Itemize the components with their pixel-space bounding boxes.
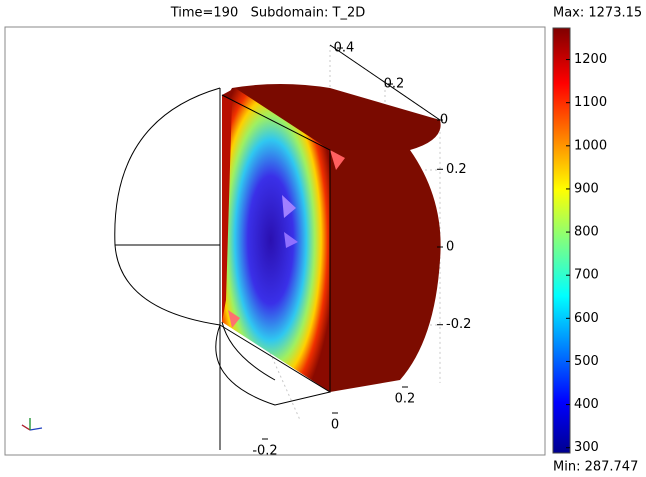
z-tick-label: 0.2: [446, 162, 467, 177]
x-tick-label: -0.2: [252, 444, 277, 459]
y-tick-label: 0.2: [384, 77, 405, 92]
z-tick-label: 0: [446, 240, 454, 255]
x-tick-label: 0.2: [395, 392, 416, 407]
colorbar-tick-label: 700: [574, 268, 599, 283]
colorbar-tick-label: 400: [574, 397, 599, 412]
wireframe: [114, 44, 441, 450]
colorbar-max-label: Max: 1273.15: [553, 6, 642, 21]
chart-title: Time=190 Subdomain: T_2D: [170, 6, 366, 21]
z-tick-label: -0.2: [446, 317, 471, 332]
colorbar-tick-label: 1100: [574, 95, 607, 110]
colorbar-min-label: Min: 287.747: [553, 460, 638, 475]
colorbar-tick-label: 800: [574, 225, 599, 240]
y-tick-label: 0: [440, 113, 448, 128]
colorbar-tick-label: 1200: [574, 52, 607, 67]
colorbar-tick-label: 900: [574, 181, 599, 196]
colorbar-tick-label: 1000: [574, 138, 607, 153]
colorbar: [552, 27, 571, 454]
x-tick-label: 0: [331, 418, 339, 433]
axis-triad: [21, 418, 43, 431]
y-tick-label: 0.4: [334, 41, 355, 56]
colorbar-tick-label: 500: [574, 354, 599, 369]
colorbar-tick-label: 300: [574, 440, 599, 455]
surface: [222, 84, 441, 392]
colorbar-tick-label: 600: [574, 311, 599, 326]
